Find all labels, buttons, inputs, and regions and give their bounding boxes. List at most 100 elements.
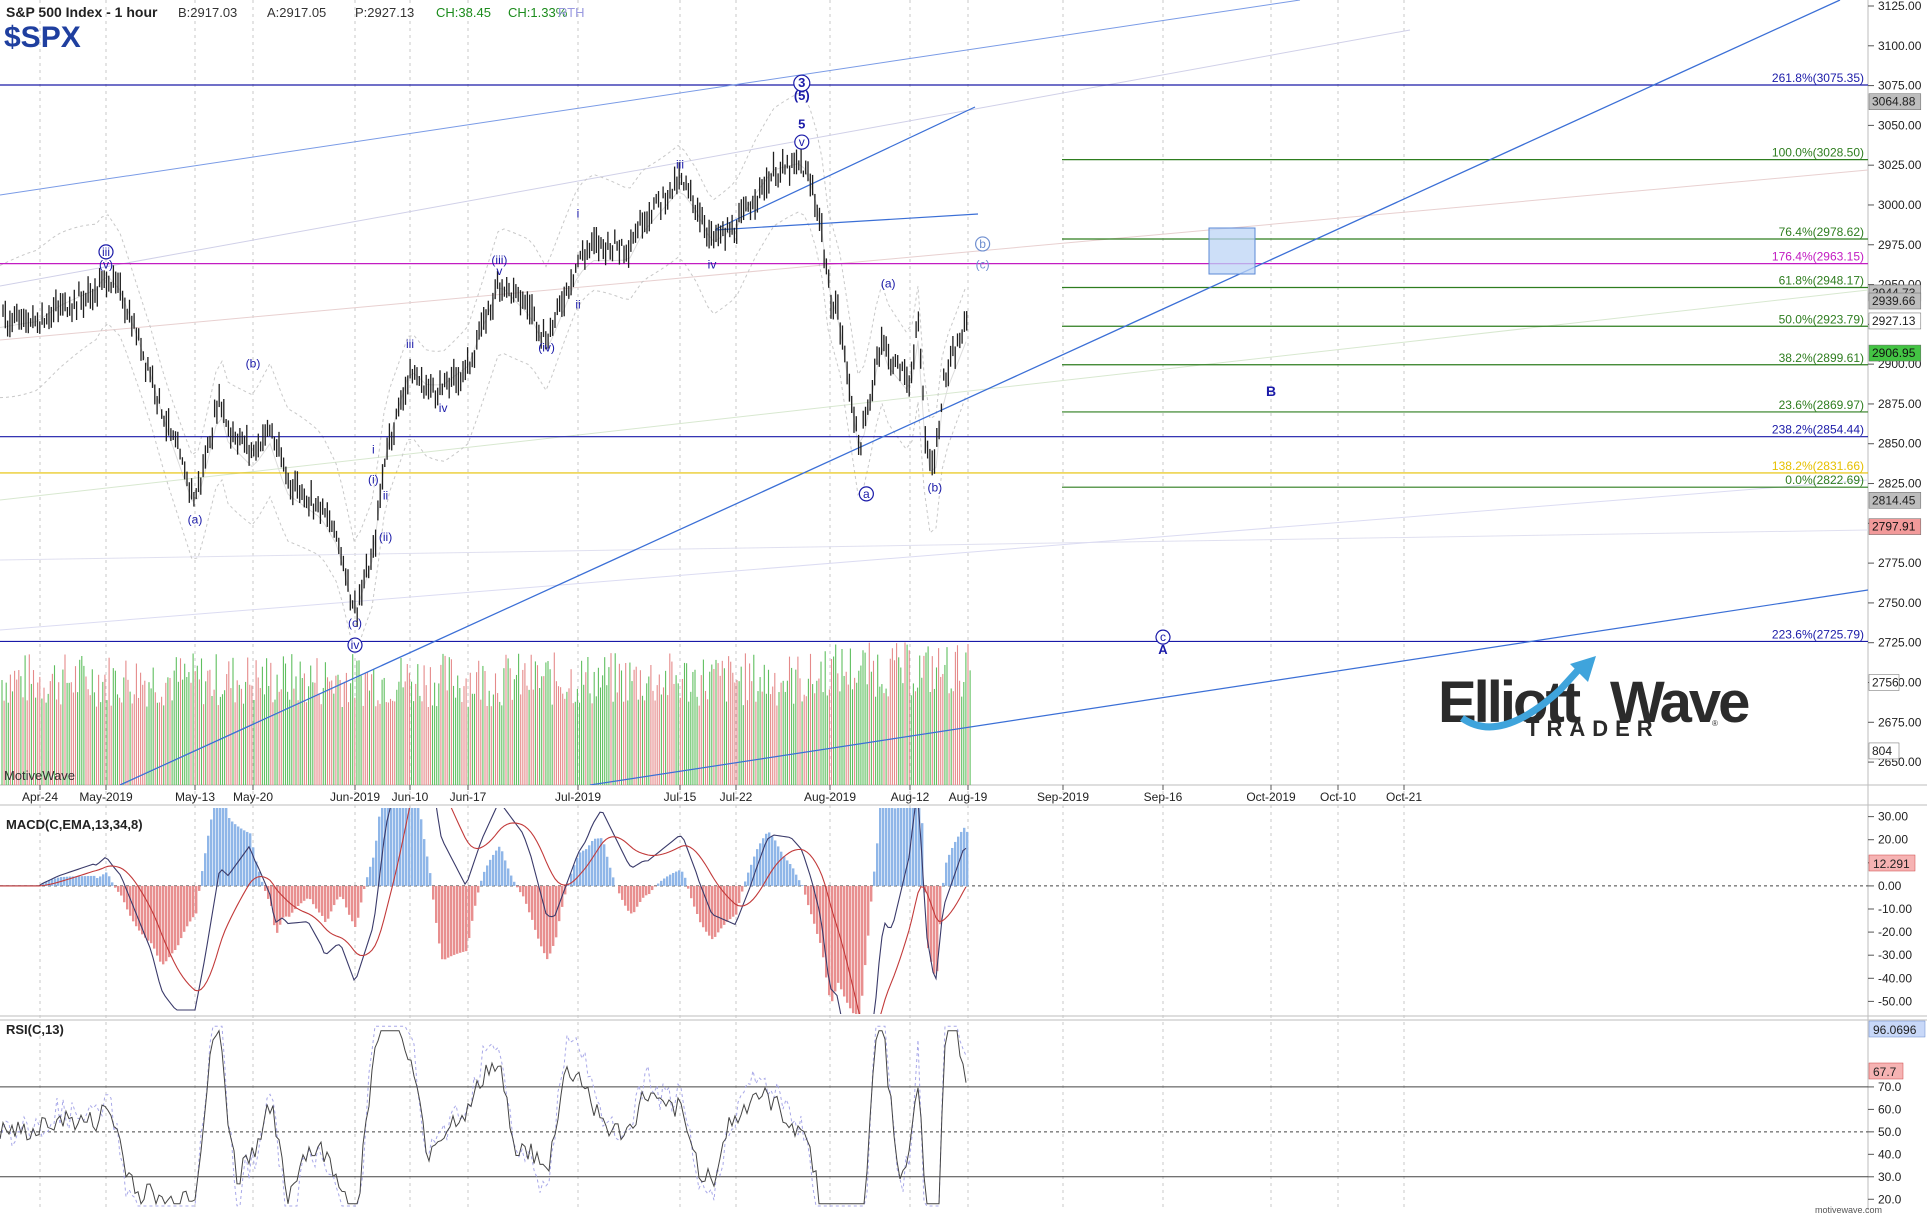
macd-hist-bar — [894, 808, 897, 886]
macd-title: MACD(C,EMA,13,34,8) — [6, 817, 143, 832]
macd-hist-bar — [171, 885, 174, 954]
wave-label: 5 — [798, 117, 805, 132]
macd-hist-bar — [390, 808, 393, 886]
macd-hist-bar — [291, 885, 294, 913]
macd-line — [0, 808, 967, 1014]
macd-hist-bar — [303, 885, 306, 901]
macd-tick-label: -30.00 — [1878, 948, 1912, 962]
macd-hist-bar — [318, 885, 321, 913]
macd-hist-bar — [69, 876, 72, 886]
mid-band — [0, 163, 967, 613]
price-tag-box — [1868, 492, 1922, 509]
fib-level-label: 38.2%(2899.61) — [1779, 351, 1864, 365]
macd-hist-bar — [414, 808, 417, 886]
macd-hist-bar — [660, 880, 663, 886]
macd-hist-bar — [462, 885, 465, 952]
fib-level-label: 238.2%(2854.44) — [1772, 423, 1864, 437]
macd-hist-bar — [435, 885, 438, 923]
macd-hist-bar — [798, 880, 801, 886]
price-tag-box — [1868, 742, 1900, 760]
macd-hist-bar — [420, 819, 423, 886]
date-tick-label: Jul-2019 — [555, 790, 601, 804]
macd-hist-bar — [603, 844, 606, 886]
macd-hist-bar — [753, 856, 756, 886]
macd-hist-bar — [774, 840, 777, 886]
wave-label: (ii) — [379, 530, 392, 544]
wave-label: iv — [439, 401, 448, 415]
rsi-last-tags: 96.0696 67.7 — [1868, 1020, 1926, 1080]
macd-hist-bar — [687, 885, 690, 889]
macd-hist-bar — [357, 885, 360, 918]
macd-hist-bar — [108, 876, 111, 886]
macd-hist-bar — [453, 885, 456, 955]
macd-hist-bar — [897, 808, 900, 886]
price-tag-box — [1868, 674, 1900, 691]
macd-hist-bar — [642, 885, 645, 898]
price-tag-label: 2927.13 — [1872, 314, 1916, 328]
price-tick-label: 2725.00 — [1878, 636, 1922, 650]
macd-hist-bar — [234, 824, 237, 886]
macd-hist-bar — [579, 852, 582, 886]
macd-tick-label: 30.00 — [1878, 810, 1908, 824]
date-tick-label: Oct-10 — [1320, 790, 1356, 804]
rsi-line — [0, 1029, 967, 1206]
macd-hist-bar — [828, 885, 831, 996]
price-tag-label: 2756 — [1872, 675, 1899, 689]
macd-tick-label: 0.00 — [1878, 879, 1902, 893]
macd-hist-bar — [678, 870, 681, 886]
macd-hist-bar — [855, 885, 858, 1014]
wave-label: (5) — [794, 88, 810, 103]
price-tag-box — [1868, 344, 1922, 362]
macd-hist-bar — [408, 808, 411, 886]
footer-site: motivewave.com — [1815, 1205, 1882, 1215]
macd-hist-bar — [417, 808, 420, 886]
price-tag-label: 2797.91 — [1872, 520, 1916, 534]
macd-hist-bar — [354, 885, 357, 927]
macd-hist-bar — [360, 885, 363, 903]
channel-line — [0, 29, 1411, 287]
macd-hist-bar — [198, 885, 201, 891]
date-tick-label: Jul-15 — [664, 790, 697, 804]
date-tick-label: Sep-16 — [1144, 790, 1183, 804]
macd-hist-bar — [135, 885, 138, 927]
macd-hist-bar — [900, 808, 903, 886]
macd-hist-bar — [285, 885, 288, 917]
macd-hist-bar — [165, 885, 168, 962]
fib-level-label: 223.6%(2725.79) — [1772, 627, 1864, 641]
macd-hist-bar — [873, 871, 876, 886]
macd-hist-bar — [759, 843, 762, 886]
macd-hist-bar — [807, 885, 810, 906]
macd-hist-bar — [714, 885, 717, 937]
macd-hist-bar — [663, 878, 666, 886]
macd-hist-bar — [153, 885, 156, 949]
macd-hist-bar — [339, 885, 342, 897]
date-axis: Apr-24 May-2019 May-13 May-20 Jun-2019 Jun-10… — [22, 785, 1422, 804]
macd-hist-bar — [543, 885, 546, 954]
macd-hist-bar — [45, 881, 48, 886]
macd-hist-bar — [114, 885, 117, 888]
macd-hist-bar — [636, 885, 639, 907]
macd-hist-bar — [246, 831, 249, 886]
trend-line — [119, 0, 1841, 785]
macd-hist-bar — [810, 885, 813, 915]
date-tick-label: Jun-10 — [392, 790, 429, 804]
macd-hist-bar — [945, 862, 948, 886]
macd-hist-bar — [138, 885, 141, 931]
svg-text:96.0696: 96.0696 — [1873, 1023, 1917, 1037]
macd-hist-bar — [531, 885, 534, 920]
macd-hist-bar — [306, 885, 309, 899]
watermark: MotiveWave — [4, 768, 75, 783]
target-box — [1208, 227, 1256, 275]
macd-hist-bar — [486, 865, 489, 886]
macd-hist-bar — [645, 885, 648, 896]
wave-circle — [794, 134, 810, 150]
macd-hist-bar — [627, 885, 630, 911]
price-tags: 3064.882944.732939.662927.132906.952814.… — [1868, 93, 1922, 760]
macd-hist-bar — [279, 885, 282, 925]
macd-hist-bar — [690, 885, 693, 899]
date-tick-label: Sep-2019 — [1037, 790, 1089, 804]
macd-hist-bar — [378, 816, 381, 886]
macd-hist-bar — [600, 838, 603, 886]
macd-hist-bar — [516, 885, 519, 888]
macd-hist-bar — [294, 885, 297, 910]
